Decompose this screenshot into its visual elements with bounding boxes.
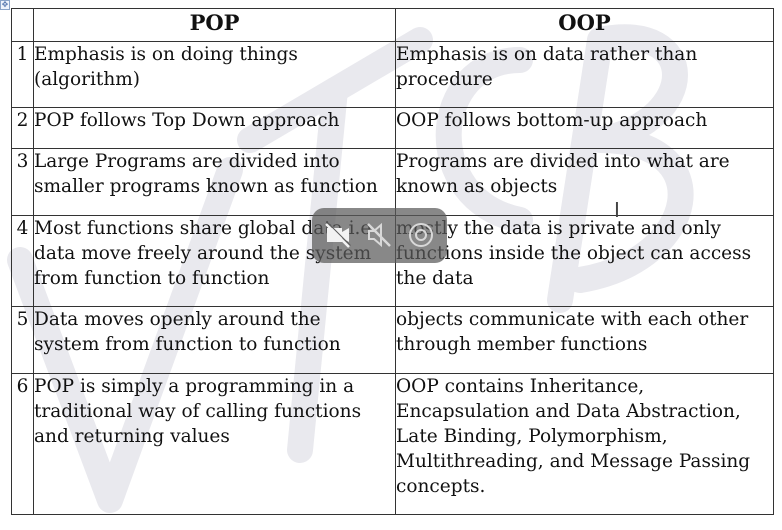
pop-cell: Emphasis is on doing things (algorithm) — [33, 41, 396, 108]
row-number: 5 — [11, 306, 34, 374]
pop-cell: Large Programs are divided into smaller … — [33, 148, 396, 216]
row-number: 3 — [11, 148, 34, 216]
text-cursor-icon: I — [614, 198, 620, 222]
table-row: 5 Data moves openly around the system fr… — [11, 306, 774, 374]
pop-cell: POP is simply a programming in a traditi… — [33, 373, 396, 515]
oop-cell: objects communicate with each other thro… — [395, 306, 774, 374]
pop-cell: POP follows Top Down approach — [33, 107, 396, 149]
pop-cell: Data moves openly around the system from… — [33, 306, 396, 374]
header-pop: POP — [33, 8, 396, 42]
oop-text: mostly the data is private and only func… — [396, 218, 752, 289]
header-row: POP OOP — [11, 8, 774, 42]
record-icon[interactable] — [406, 220, 436, 250]
oop-text: OOP contains Inheritance, Encapsulation … — [396, 376, 751, 497]
row-number: 6 — [11, 373, 34, 515]
video-controls-overlay[interactable] — [312, 208, 447, 263]
table-row: 3 Large Programs are divided into smalle… — [11, 148, 774, 216]
row-number: 1 — [11, 41, 34, 108]
oop-text: Emphasis is on data rather than procedur… — [396, 44, 698, 90]
pop-text: POP follows Top Down approach — [34, 110, 340, 131]
row-number: 2 — [11, 107, 34, 149]
pop-text: Large Programs are divided into smaller … — [34, 151, 378, 197]
no-video-icon[interactable] — [322, 220, 352, 250]
row-number: 4 — [11, 215, 34, 307]
oop-text: objects communicate with each other thro… — [396, 309, 749, 355]
header-oop: OOP — [395, 8, 774, 42]
table-row: 2 POP follows Top Down approach OOP foll… — [11, 107, 774, 149]
header-num — [11, 8, 34, 42]
oop-cell: OOP follows bottom-up approach — [395, 107, 774, 149]
pop-text: Emphasis is on doing things (algorithm) — [34, 44, 298, 90]
oop-cell: Programs are divided into what are known… — [395, 148, 774, 216]
table-row: 1 Emphasis is on doing things (algorithm… — [11, 41, 774, 108]
mute-icon[interactable] — [364, 220, 394, 250]
table-move-handle[interactable]: ✥ — [0, 0, 10, 10]
oop-text: Programs are divided into what are known… — [396, 151, 730, 197]
oop-cell: mostly the data is private and only func… — [395, 215, 774, 307]
pop-text: Data moves openly around the system from… — [34, 309, 341, 355]
pop-text: POP is simply a programming in a traditi… — [34, 376, 362, 447]
oop-cell: Emphasis is on data rather than procedur… — [395, 41, 774, 108]
oop-text: OOP follows bottom-up approach — [396, 110, 708, 131]
table-row: 6 POP is simply a programming in a tradi… — [11, 373, 774, 515]
oop-cell: OOP contains Inheritance, Encapsulation … — [395, 373, 774, 515]
